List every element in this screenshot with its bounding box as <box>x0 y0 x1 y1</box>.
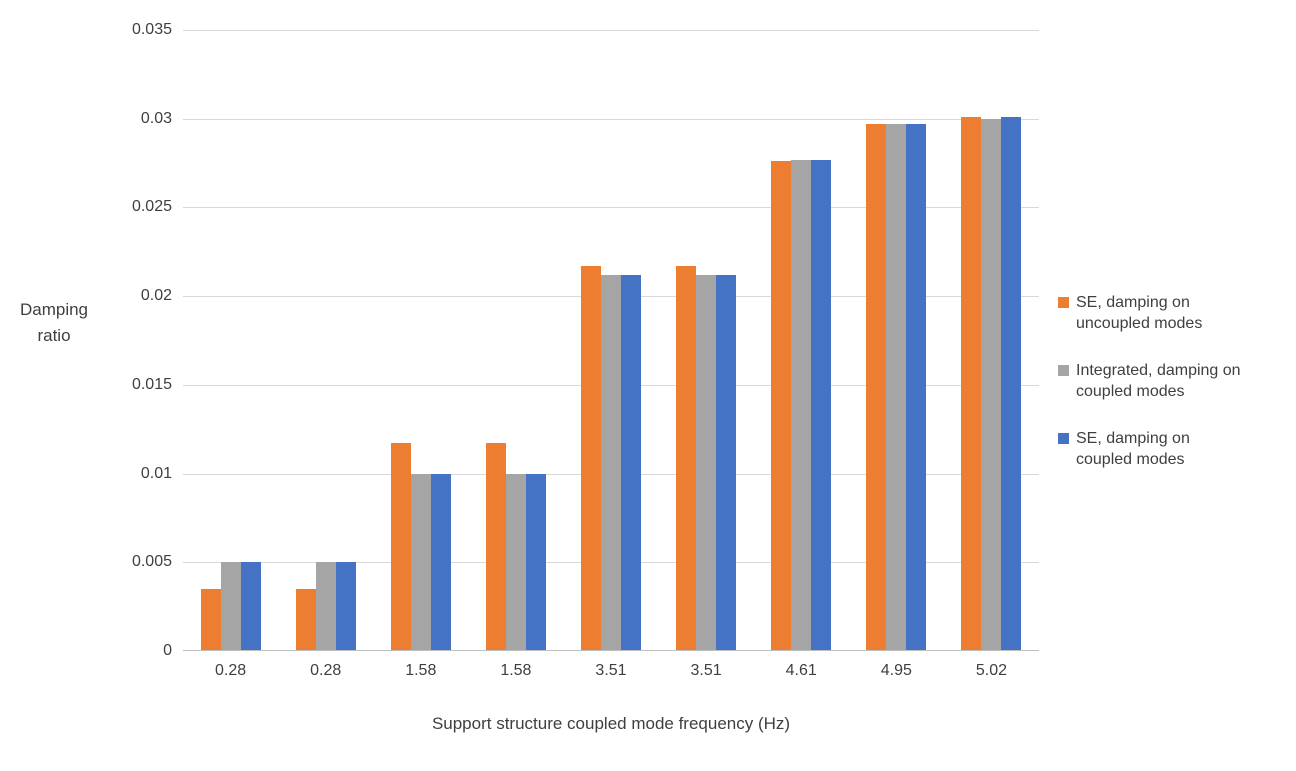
bar <box>410 473 431 651</box>
legend-item: SE, damping on uncoupled modes <box>1058 292 1246 334</box>
y-tick-label: 0.02 <box>140 287 172 305</box>
bar <box>335 562 356 651</box>
bar-group <box>944 30 1039 651</box>
y-tick-label: 0.025 <box>131 198 172 216</box>
y-tick-label: 0.035 <box>131 21 172 38</box>
bar-group <box>849 30 944 651</box>
x-tick-label: 0.28 <box>214 662 247 679</box>
x-tick-label: 3.51 <box>595 662 627 679</box>
bar <box>220 562 241 651</box>
legend-item: Integrated, damping on coupled modes <box>1058 360 1246 402</box>
y-tick-label: 0.005 <box>131 553 172 571</box>
bar <box>200 588 221 651</box>
legend-swatch-icon <box>1058 297 1069 308</box>
bar <box>525 473 546 651</box>
bar <box>240 562 261 651</box>
bar-group <box>754 30 849 651</box>
bar <box>696 274 717 651</box>
x-tick-label: 3.51 <box>690 662 722 679</box>
y-axis-tick-labels: 0 0.005 0.01 0.015 0.02 0.025 0.03 0.035 <box>0 21 172 659</box>
bar <box>315 562 336 651</box>
y-tick-label: 0.03 <box>140 109 172 127</box>
gridline <box>183 207 1039 209</box>
x-tick-label: 0.28 <box>310 662 342 679</box>
bar-group <box>659 30 754 651</box>
y-tick-label: 0.01 <box>140 464 172 482</box>
x-axis-title: Support structure coupled mode frequency… <box>431 714 791 733</box>
y-axis-title: Damping ratio <box>19 300 89 345</box>
bar <box>676 265 697 651</box>
bar <box>620 274 641 651</box>
bar-group <box>468 30 563 651</box>
bar <box>390 443 411 651</box>
bar-group <box>563 30 658 651</box>
plot-area <box>183 30 1039 651</box>
bar <box>886 124 907 651</box>
legend-label: SE, damping on uncoupled modes <box>1076 294 1203 332</box>
x-tick-label: 4.95 <box>880 662 912 679</box>
bar-group <box>278 30 373 651</box>
bar <box>906 124 927 651</box>
legend: SE, damping on uncoupled modes Integrated… <box>1058 292 1246 496</box>
bar <box>811 159 832 651</box>
bar <box>771 161 792 651</box>
bar <box>485 443 506 651</box>
x-tick-label: 1.58 <box>405 662 437 679</box>
bar <box>981 118 1002 651</box>
legend-item: SE, damping on coupled modes <box>1058 428 1246 470</box>
x-axis-tick-labels: 0.28 0.28 1.58 1.58 3.51 3.51 4.61 4.95 5.02 <box>183 662 1039 680</box>
x-tick-label: 4.61 <box>785 662 817 679</box>
y-tick-label: 0 <box>163 642 172 659</box>
x-tick-label: 5.02 <box>975 662 1007 679</box>
bar <box>791 159 812 651</box>
bar <box>716 274 737 651</box>
bar <box>866 124 887 651</box>
gridline <box>183 30 1039 31</box>
x-axis-line <box>183 650 1039 651</box>
bar <box>600 274 621 651</box>
legend-swatch-icon <box>1058 365 1069 376</box>
bar <box>295 588 316 651</box>
x-tick-label: 1.58 <box>500 662 532 679</box>
bar <box>580 265 601 651</box>
bar-groups <box>183 30 1039 651</box>
bar-group <box>183 30 278 651</box>
bar <box>961 116 982 651</box>
bar <box>1001 116 1022 651</box>
bar <box>505 473 526 651</box>
legend-swatch-icon <box>1058 433 1069 444</box>
gridline <box>183 118 1039 120</box>
legend-label: SE, damping on coupled modes <box>1076 430 1190 468</box>
bar <box>430 473 451 651</box>
legend-label: Integrated, damping on coupled modes <box>1076 362 1241 400</box>
bar-group <box>373 30 468 651</box>
y-tick-label: 0.015 <box>131 375 172 393</box>
